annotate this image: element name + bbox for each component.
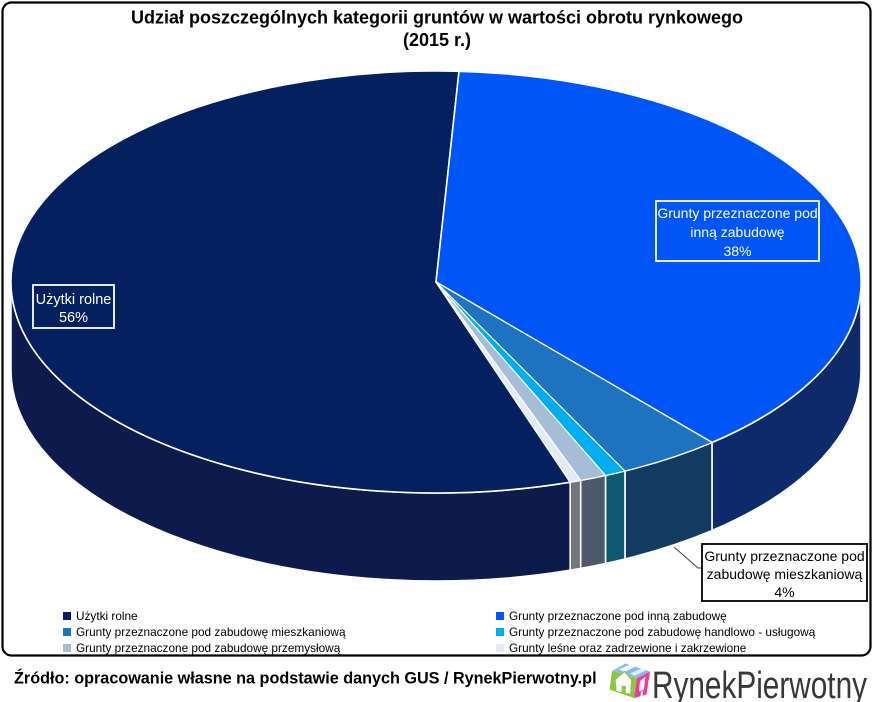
svg-text:(2015 r.): (2015 r.) — [403, 30, 471, 50]
svg-text:RynekPierwotny: RynekPierwotny — [652, 665, 867, 702]
svg-text:56%: 56% — [59, 310, 88, 326]
svg-text:Udział poszczególnych kategori: Udział poszczególnych kategorii gruntów … — [131, 8, 743, 28]
svg-text:Użytki rolne: Użytki rolne — [36, 292, 112, 308]
svg-text:Grunty przeznaczone pod: Grunty przeznaczone pod — [657, 205, 817, 221]
svg-text:Grunty przeznaczone pod inną z: Grunty przeznaczone pod inną zabudowę — [509, 609, 727, 623]
svg-text:Grunty przeznaczone pod zabudo: Grunty przeznaczone pod zabudowę mieszka… — [76, 625, 346, 639]
svg-text:Grunty przeznaczone pod zabudo: Grunty przeznaczone pod zabudowę handlow… — [509, 625, 816, 639]
svg-text:Źródło: opracowanie własne na: Źródło: opracowanie własne na podstawie … — [14, 669, 597, 688]
svg-text:inną zabudowę: inną zabudowę — [690, 224, 784, 240]
svg-text:Grunty leśne oraz zadrzewione: Grunty leśne oraz zadrzewione i zakrzewi… — [509, 641, 747, 655]
svg-text:Użytki rolne: Użytki rolne — [76, 609, 138, 623]
svg-text:4%: 4% — [774, 584, 794, 600]
svg-text:38%: 38% — [723, 243, 751, 259]
svg-text:Grunty przeznaczone pod: Grunty przeznaczone pod — [704, 548, 864, 564]
svg-text:zabudowę mieszkaniową: zabudowę mieszkaniową — [707, 566, 863, 582]
svg-text:Grunty przeznaczone pod zabudo: Grunty przeznaczone pod zabudowę przemys… — [76, 641, 341, 655]
